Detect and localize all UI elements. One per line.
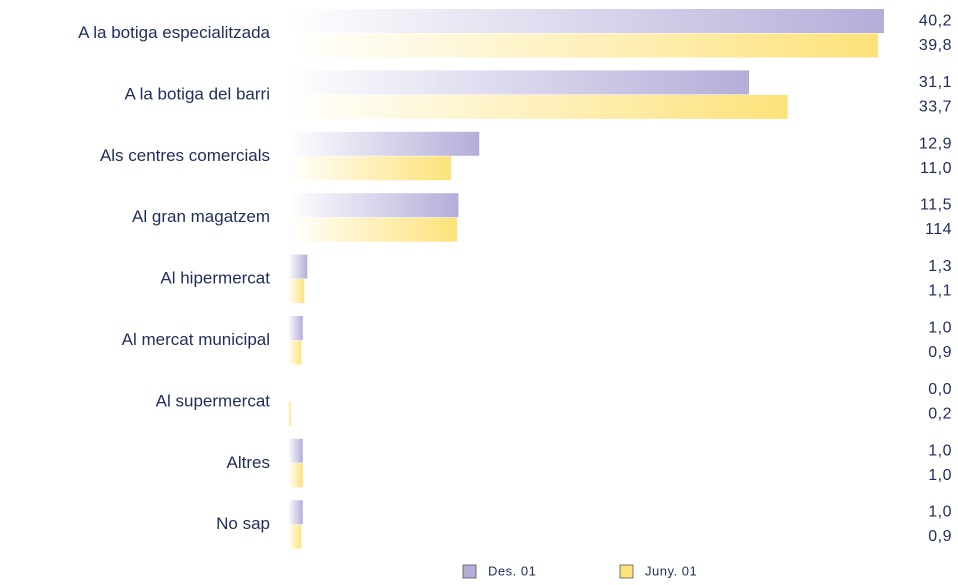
value-label: 11,0	[920, 160, 952, 177]
category-label: Al mercat municipal	[122, 330, 270, 349]
value-label: 0,0	[928, 381, 952, 398]
value-label: 0,9	[928, 344, 952, 361]
legend-swatch	[619, 564, 634, 579]
category-label: A la botiga del barri	[124, 84, 270, 103]
category-label: Al supermercat	[156, 391, 271, 410]
value-label: 1,0	[928, 319, 952, 336]
bar	[288, 463, 303, 488]
category-label: A la botiga especialitzada	[78, 23, 270, 42]
bar	[288, 70, 750, 95]
category-label: Altres	[227, 453, 270, 472]
value-label: 39,8	[919, 37, 952, 54]
bar	[288, 9, 884, 33]
bar	[288, 438, 303, 463]
category-label: Al gran magatzem	[132, 207, 270, 226]
value-label: 11,5	[920, 197, 952, 214]
value-label: 1,1	[928, 283, 952, 300]
bar	[288, 279, 305, 304]
bar	[288, 524, 302, 549]
bar	[288, 254, 308, 279]
value-label: 0,9	[928, 528, 952, 545]
bar	[288, 316, 303, 340]
category-label: Al hipermercat	[160, 269, 270, 288]
bar	[288, 401, 291, 426]
bar	[288, 33, 879, 58]
value-label: 1,0	[928, 467, 952, 484]
value-label: 114	[925, 221, 952, 238]
value-label: 40,2	[919, 12, 952, 29]
value-label: 1,3	[928, 258, 952, 275]
legend-label: Des. 01	[488, 563, 536, 578]
value-label: 12,9	[919, 135, 952, 152]
bar	[288, 94, 788, 119]
value-label: 1,0	[928, 442, 952, 459]
value-label: 33,7	[919, 98, 952, 115]
bar	[288, 193, 459, 218]
value-label: 0,2	[928, 405, 952, 422]
bar	[288, 131, 480, 156]
bar	[288, 156, 452, 181]
value-label: 1,0	[928, 504, 952, 521]
bar	[288, 217, 458, 242]
category-label: No sap	[216, 514, 270, 533]
legend-label: Juny. 01	[645, 563, 697, 578]
legend-swatch	[462, 564, 477, 579]
value-label: 31,1	[919, 74, 952, 91]
category-label: Als centres comercials	[100, 146, 270, 165]
bar	[288, 500, 303, 525]
bar	[288, 340, 302, 365]
